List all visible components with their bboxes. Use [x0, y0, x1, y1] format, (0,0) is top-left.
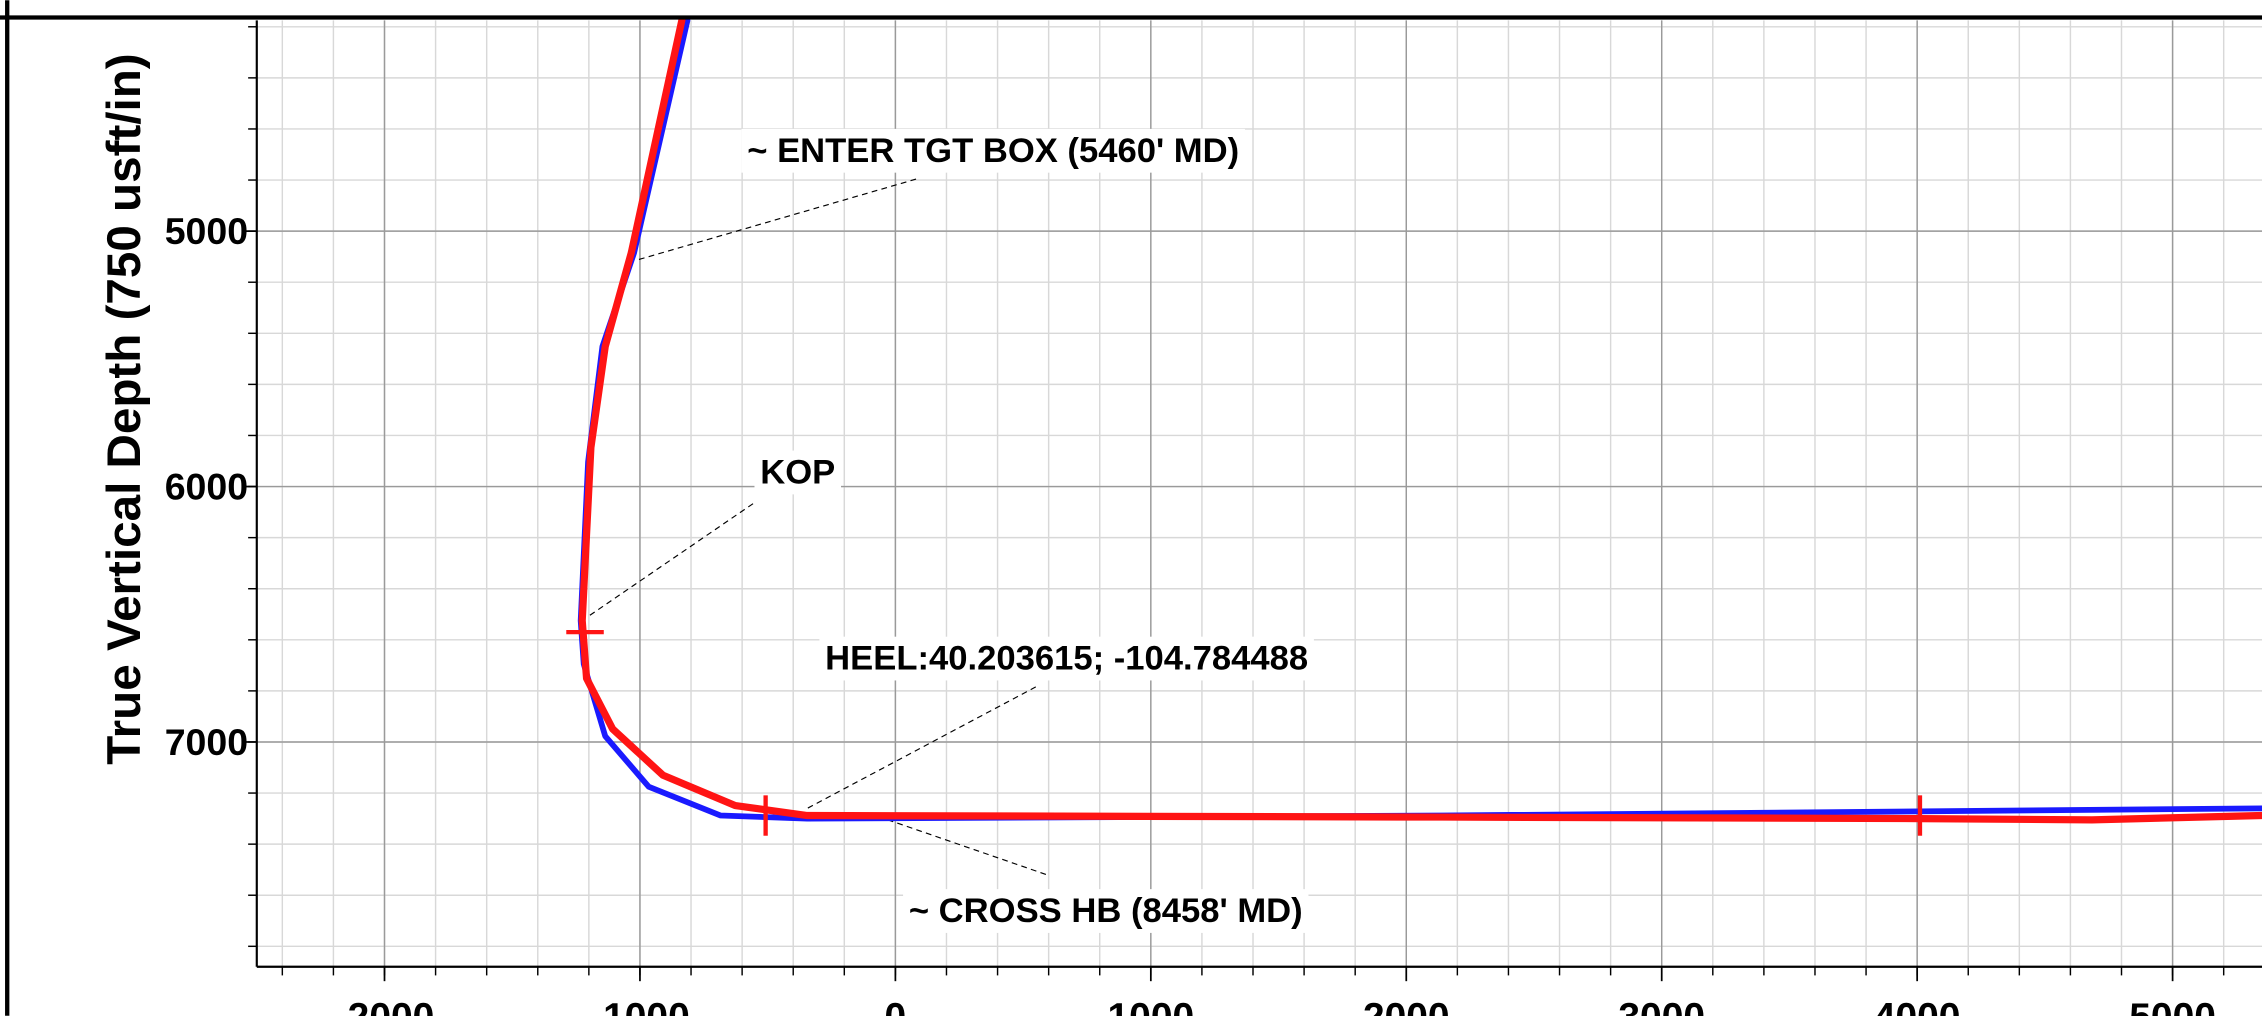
leader-line	[807, 686, 1037, 809]
annotation-box	[819, 636, 1314, 681]
y-tick-label: 6000	[165, 466, 248, 508]
annotation-box	[741, 128, 1245, 173]
leader-line	[637, 178, 917, 261]
x-tick-label: 4000	[1874, 996, 1961, 1016]
x-tick-label: 0	[885, 996, 907, 1016]
leader-line	[588, 503, 754, 617]
annotation-box	[754, 450, 842, 495]
annotation: HEEL:40.203615; -104.784488	[825, 640, 1308, 678]
y-tick-label: 7000	[165, 721, 248, 763]
x-tick-label: -1000	[590, 996, 690, 1016]
y-axis-label: True Vertical Depth (750 usft/in)	[98, 53, 151, 764]
x-tick-label: 1000	[1108, 996, 1195, 1016]
annotation: ~ ENTER TGT BOX (5460' MD)	[747, 132, 1239, 170]
annotation: ~ CROSS HB (8458' MD)	[909, 892, 1303, 930]
x-tick-label: -2000	[335, 996, 435, 1016]
leader-line	[887, 819, 1047, 875]
well-path	[578, 16, 2262, 824]
annotation: KOP	[760, 453, 835, 491]
y-tick-label: 5000	[165, 210, 248, 252]
x-tick-label: 2000	[1363, 996, 1450, 1016]
x-tick-label: 5000	[2129, 996, 2216, 1016]
x-tick-label: 3000	[1618, 996, 1705, 1016]
annotation-box	[903, 889, 1309, 933]
